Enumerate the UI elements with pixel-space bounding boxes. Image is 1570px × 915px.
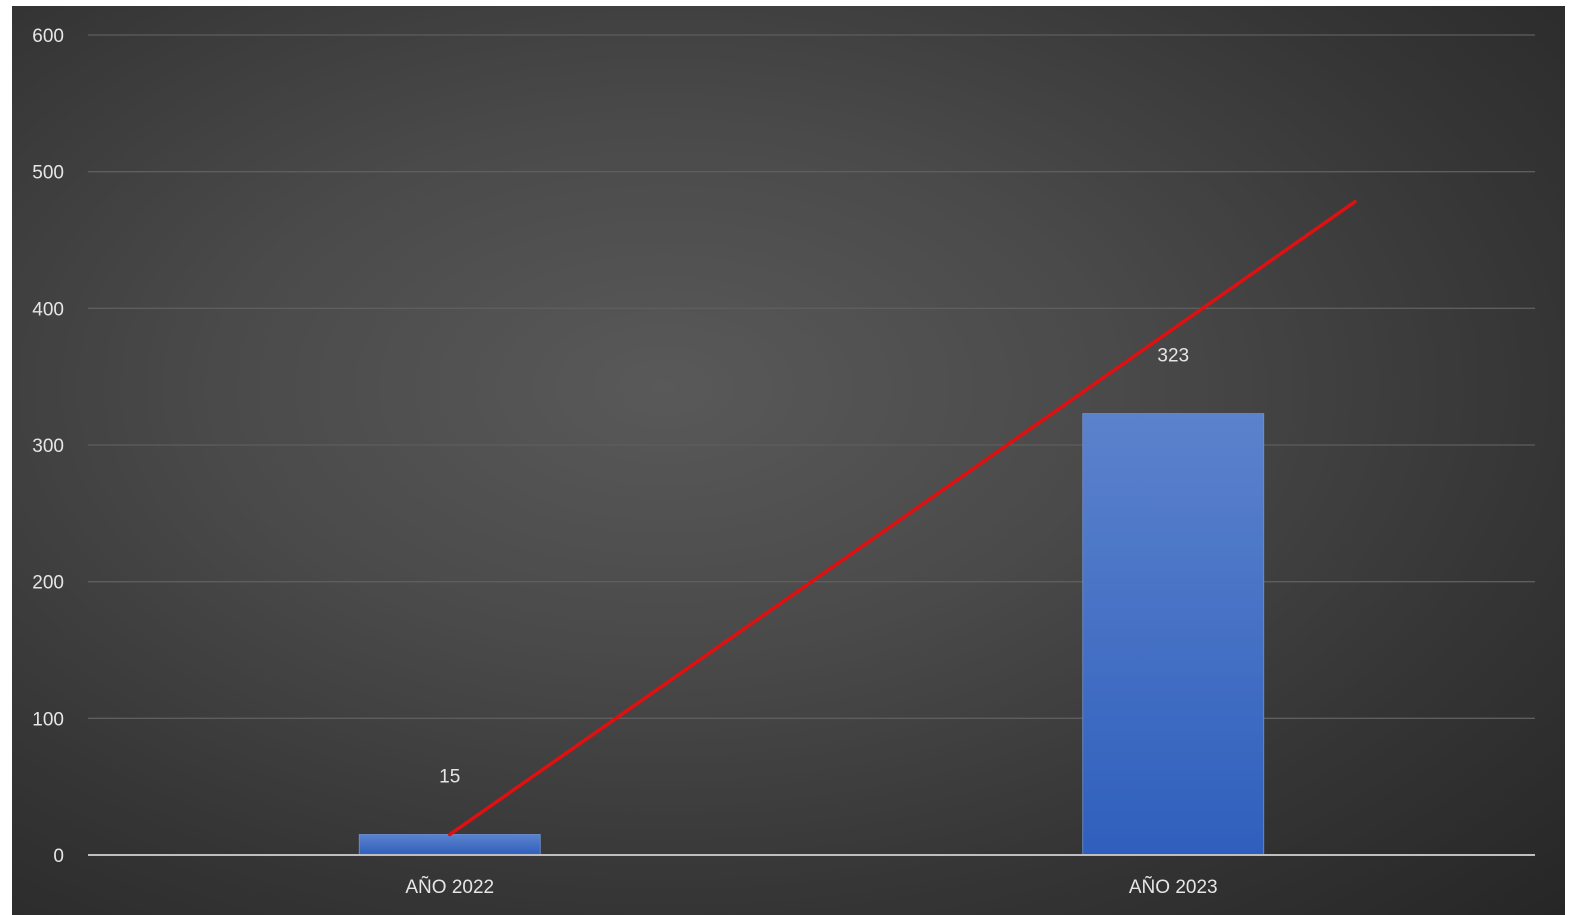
y-tick-label: 300: [32, 436, 64, 457]
y-tick-label: 500: [32, 163, 64, 184]
data-label: 323: [1157, 346, 1189, 367]
bars: [358, 413, 1265, 856]
trendline-path: [448, 199, 1357, 837]
bar: [1082, 413, 1265, 856]
trendline: [448, 199, 1357, 837]
y-tick-label: 100: [32, 709, 64, 730]
x-axis-category-labels: AÑO 2022 AÑO 2023: [405, 876, 1217, 898]
y-axis-tick-labels: 0 100 200 300 400 500 600: [32, 26, 64, 867]
y-tick-label: 200: [32, 573, 64, 594]
data-label: 15: [439, 767, 460, 788]
gridlines: [88, 34, 1535, 719]
chart-area: [12, 6, 1565, 915]
data-labels: 15 323: [439, 346, 1189, 788]
x-category-label: AÑO 2023: [1129, 876, 1218, 898]
bar: [358, 834, 541, 856]
y-tick-label: 600: [32, 26, 64, 47]
x-category-label: AÑO 2022: [405, 876, 494, 898]
y-tick-label: 400: [32, 299, 64, 320]
y-tick-label: 0: [53, 846, 64, 867]
